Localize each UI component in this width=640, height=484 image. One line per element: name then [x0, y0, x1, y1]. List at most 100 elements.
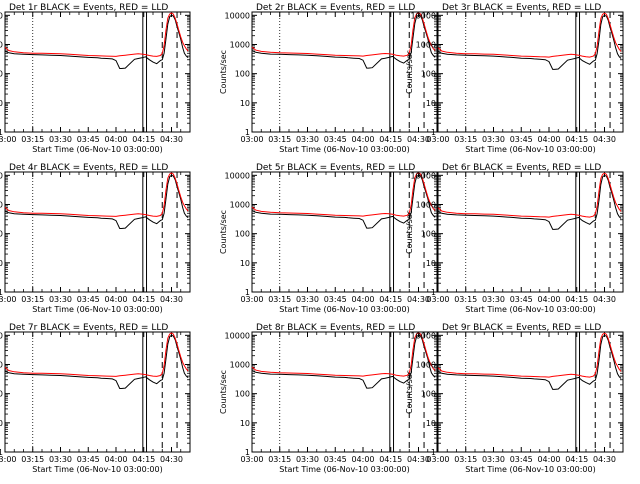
y-axis-label: Counts/sec	[405, 210, 414, 254]
x-tick-label: 04:00	[351, 135, 374, 144]
panel-det-2: Det 2r BLACK = Events, RED = LLD11010010…	[219, 3, 438, 154]
y-tick-label: 10000	[225, 171, 250, 180]
panel-title: Det 9r BLACK = Events, RED = LLD	[442, 323, 601, 333]
lld-series-line	[251, 12, 436, 57]
lld-series-line	[437, 332, 622, 378]
events-series-line	[251, 334, 436, 389]
x-tick-label: 04:15	[132, 295, 155, 304]
y-tick-label: 1000	[230, 200, 250, 209]
x-tick-label: 03:45	[77, 295, 100, 304]
y-tick-label: 10	[0, 419, 3, 428]
x-axis-label: Start Time (06-Nov-10 03:00:00)	[465, 465, 595, 474]
y-tick-label: 1000	[0, 200, 3, 209]
x-axis-label: Start Time (06-Nov-10 03:00:00)	[32, 145, 162, 154]
x-tick-label: 04:00	[104, 455, 127, 464]
panel-det-4: Det 4r BLACK = Events, RED = LLD 1 10 100 10…	[0, 163, 191, 314]
x-tick-label: 03:15	[21, 455, 44, 464]
y-tick-label: 100	[421, 70, 436, 79]
x-tick-label: 03:15	[21, 295, 44, 304]
x-tick-label: 04:30	[593, 135, 616, 144]
x-tick-label: 03:30	[49, 135, 72, 144]
y-tick-label: 100	[235, 230, 250, 239]
x-tick-label: 04:30	[593, 295, 616, 304]
y-tick-label: 1	[0, 448, 3, 457]
panel-title: Det 2r BLACK = Events, RED = LLD	[256, 3, 415, 13]
y-tick-label: 1000	[416, 40, 436, 49]
y-tick-label: 100	[421, 230, 436, 239]
x-tick-label: 03:30	[49, 455, 72, 464]
x-tick-label: 04:15	[132, 455, 155, 464]
x-tick-label: 03:45	[510, 295, 533, 304]
y-axis-label: Counts/sec	[219, 210, 228, 254]
y-axis-label: Counts/sec	[405, 50, 414, 94]
y-tick-label: 1	[0, 288, 3, 297]
x-tick-label: 04:15	[565, 455, 588, 464]
x-tick-label: 03:30	[482, 295, 505, 304]
x-tick-label: 04:00	[351, 455, 374, 464]
y-tick-label: 1	[245, 128, 250, 137]
lld-series-line	[4, 12, 189, 57]
y-tick-label: 10	[426, 99, 436, 108]
events-series-line	[251, 14, 436, 69]
x-tick-label: 03:00	[240, 135, 263, 144]
y-tick-label: 1	[0, 128, 3, 137]
y-tick-label: 1	[431, 448, 436, 457]
x-tick-label: 03:45	[77, 135, 100, 144]
x-tick-label: 04:00	[351, 295, 374, 304]
x-axis-label: Start Time (06-Nov-10 03:00:00)	[32, 305, 162, 314]
panel-title: Det 3r BLACK = Events, RED = LLD	[442, 3, 601, 13]
x-tick-label: 03:00	[426, 455, 449, 464]
x-tick-label: 04:30	[407, 135, 430, 144]
y-tick-label: 10000	[411, 171, 436, 180]
y-tick-label: 10000	[0, 11, 3, 20]
y-tick-label: 10	[0, 99, 3, 108]
panel-det-3: Det 3r BLACK = Events, RED = LLD 1 10 100 10…	[405, 3, 624, 154]
y-tick-label: 10	[240, 259, 250, 268]
y-tick-label: 1	[431, 288, 436, 297]
y-tick-label: 1000	[230, 360, 250, 369]
x-tick-label: 03:30	[482, 455, 505, 464]
x-tick-label: 03:00	[426, 295, 449, 304]
y-tick-label: 100	[0, 230, 3, 239]
y-tick-label: 1000	[0, 40, 3, 49]
x-tick-label: 04:00	[537, 295, 560, 304]
x-tick-label: 03:45	[510, 455, 533, 464]
lld-series-line	[437, 172, 622, 218]
y-axis-label: Counts/sec	[219, 370, 228, 414]
y-tick-label: 100	[0, 70, 3, 79]
x-tick-label: 03:00	[240, 455, 263, 464]
x-tick-label: 03:30	[49, 295, 72, 304]
y-tick-label: 10000	[225, 331, 250, 340]
y-tick-label: 100	[235, 70, 250, 79]
panel-det-8: Det 8r BLACK = Events, RED = LLD11010010…	[219, 323, 438, 474]
x-tick-label: 03:00	[0, 455, 17, 464]
events-series-line	[251, 174, 436, 229]
y-tick-label: 1	[245, 288, 250, 297]
panel-title: Det 6r BLACK = Events, RED = LLD	[442, 163, 601, 173]
y-tick-label: 1	[431, 128, 436, 137]
x-tick-label: 03:15	[268, 295, 291, 304]
x-tick-label: 03:00	[426, 135, 449, 144]
panel-title: Det 8r BLACK = Events, RED = LLD	[256, 323, 415, 333]
x-tick-label: 04:30	[593, 455, 616, 464]
y-tick-label: 10000	[0, 331, 3, 340]
y-axis-label: Counts/sec	[219, 50, 228, 94]
x-tick-label: 03:00	[240, 295, 263, 304]
x-tick-label: 04:00	[104, 135, 127, 144]
y-tick-label: 100	[421, 390, 436, 399]
y-axis-label: Counts/sec	[405, 370, 414, 414]
x-tick-label: 04:30	[160, 455, 183, 464]
y-tick-label: 1000	[230, 40, 250, 49]
x-tick-label: 03:15	[454, 455, 477, 464]
x-tick-label: 03:45	[324, 295, 347, 304]
x-tick-label: 04:30	[407, 455, 430, 464]
x-tick-label: 03:15	[268, 455, 291, 464]
panel-title: Det 7r BLACK = Events, RED = LLD	[9, 323, 168, 333]
x-axis-label: Start Time (06-Nov-10 03:00:00)	[279, 145, 409, 154]
y-tick-label: 10	[0, 259, 3, 268]
panel-det-5: Det 5r BLACK = Events, RED = LLD11010010…	[219, 163, 438, 314]
x-tick-label: 03:15	[454, 295, 477, 304]
x-tick-label: 03:15	[21, 135, 44, 144]
x-tick-label: 03:30	[482, 135, 505, 144]
y-tick-label: 10000	[0, 171, 3, 180]
